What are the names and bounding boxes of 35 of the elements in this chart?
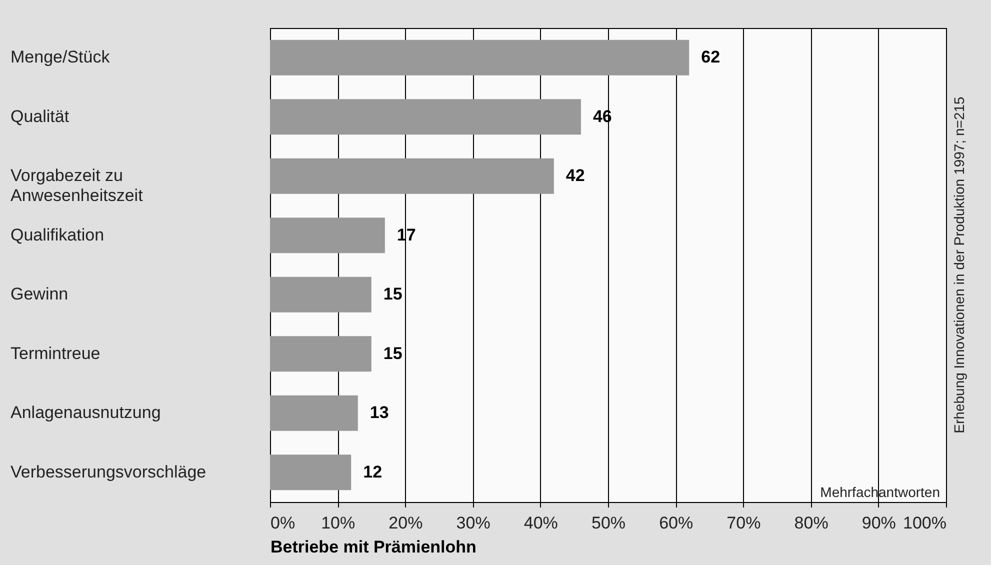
x-tick-label: 10% [321,514,356,532]
bar [270,40,690,76]
data-label: 15 [383,284,402,304]
bar [270,218,385,254]
x-tick-label: 30% [456,514,490,532]
x-tick-label: 0% [270,514,296,532]
text: Erhebung Innovationen in der Produktion 1997; n=215 [951,96,967,434]
bar [270,336,372,372]
x-axis-title: Betriebe mit Prämienlohn [270,538,476,556]
data-label: 13 [370,403,389,422]
x-tick-label: 80% [794,514,828,532]
data-label: 62 [701,48,720,67]
bar [270,454,352,490]
y-tick-label: Menge/Stück [10,48,110,67]
y-tick-label: Qualität [10,106,70,126]
data-label: 12 [363,462,382,482]
x-tick-label: 90% [862,514,896,532]
y-tick-label: Anlagenausnutzung [10,403,161,422]
y-tick-label: Qualifikation [10,225,104,244]
y-tick-label: Termintreue [10,344,100,363]
bar [270,99,581,135]
data-label: 15 [383,344,402,363]
bar [270,158,554,194]
y-tick-label: Gewinn [10,284,68,304]
x-tick-label: 20% [388,514,423,532]
x-tick-label: 50% [591,514,626,532]
bar [270,395,358,431]
y-tick-label: Verbesserungsvorschläge [10,462,206,482]
bar [270,276,372,312]
y-tick-label: Vorgabezeit zu Anwesenheitszeit [10,166,144,206]
data-label: 42 [566,166,585,186]
x-tick-label: 70% [726,514,761,532]
x-tick-label: 100% [903,514,946,532]
x-tick-label: 60% [659,514,694,532]
x-tick-label: 40% [524,514,558,532]
